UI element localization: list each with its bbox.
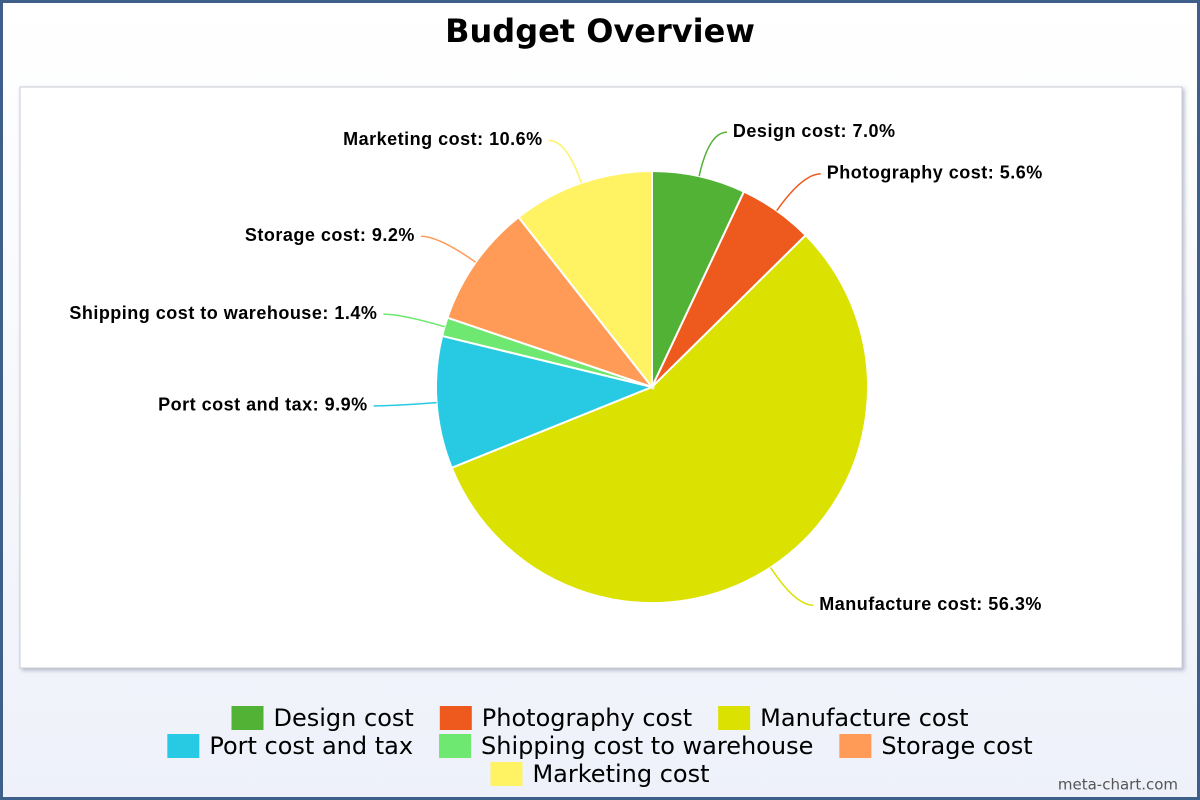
leader-line xyxy=(698,131,728,177)
legend-label: Port cost and tax xyxy=(209,732,413,760)
leader-line xyxy=(383,313,445,328)
leader-line xyxy=(769,567,814,606)
data-label: Design cost: 7.0% xyxy=(733,121,896,141)
legend-item: Design cost xyxy=(231,704,414,732)
legend-label: Marketing cost xyxy=(532,760,709,788)
data-label: Photography cost: 5.6% xyxy=(827,163,1043,183)
legend-swatch xyxy=(167,734,200,758)
legend-swatch xyxy=(439,706,472,730)
data-label: Storage cost: 9.2% xyxy=(245,225,415,245)
legend-swatch xyxy=(490,762,523,786)
leader-line xyxy=(373,401,437,407)
legend-swatch xyxy=(231,706,264,730)
legend-item: Marketing cost xyxy=(490,760,710,788)
data-label: Shipping cost to warehouse: 1.4% xyxy=(69,303,377,323)
legend-swatch xyxy=(439,734,472,758)
leader-line xyxy=(420,235,477,263)
legend-label: Shipping cost to warehouse xyxy=(481,732,813,760)
data-label: Manufacture cost: 56.3% xyxy=(819,594,1042,614)
legend-swatch xyxy=(718,706,751,730)
legend-item: Storage cost xyxy=(839,732,1033,760)
legend-label: Manufacture cost xyxy=(760,704,968,732)
legend-item: Port cost and tax xyxy=(167,732,413,760)
credit: meta-chart.com xyxy=(1058,776,1178,794)
legend-item: Photography cost xyxy=(439,704,692,732)
pie-slice xyxy=(450,233,869,604)
legend-item: Shipping cost to warehouse xyxy=(439,732,813,760)
pie-slice xyxy=(517,169,653,390)
legend-label: Design cost xyxy=(274,704,414,732)
chart-title: Budget Overview xyxy=(445,12,755,50)
legend-label: Photography cost xyxy=(482,704,692,732)
legend-label: Storage cost xyxy=(881,732,1032,760)
legend-swatch xyxy=(839,734,872,758)
data-label: Marketing cost: 10.6% xyxy=(343,129,543,149)
legend-item: Manufacture cost xyxy=(718,704,968,732)
data-label: Port cost and tax: 9.9% xyxy=(158,395,368,415)
leader-line xyxy=(548,139,583,184)
leader-line xyxy=(776,173,821,212)
pie-slice xyxy=(446,215,655,390)
pie-slice xyxy=(435,334,656,470)
